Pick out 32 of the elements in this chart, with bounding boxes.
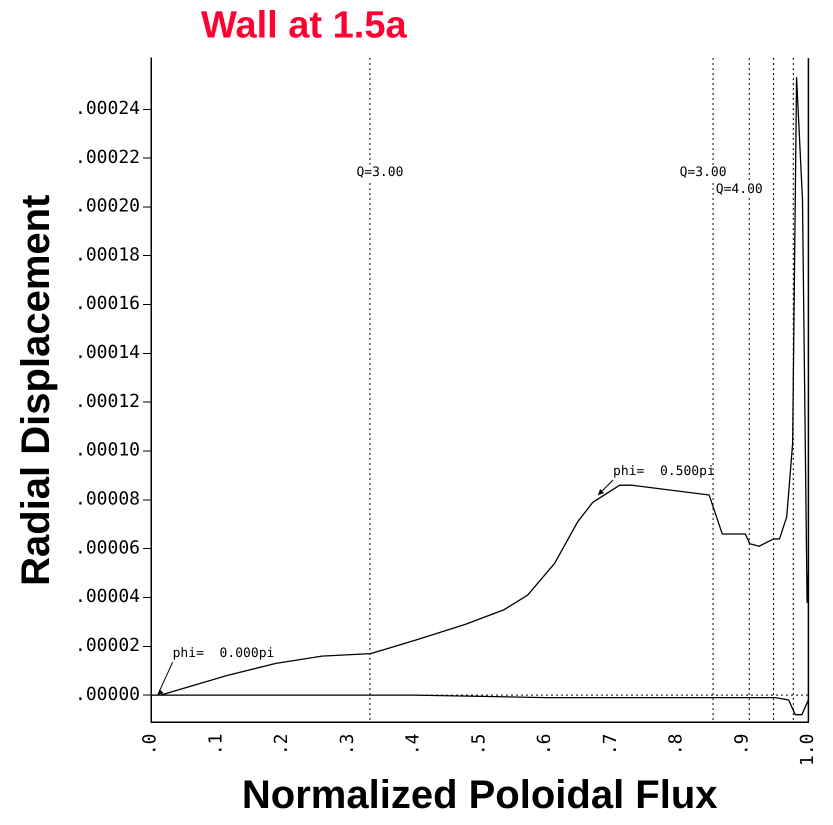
annotation: Q=3.00: [356, 165, 404, 180]
chart-title: Wall at 1.5a: [201, 4, 408, 46]
x-tick-label: .1: [205, 733, 226, 756]
annotation: Q=3.00: [680, 165, 727, 180]
annotation: Q=4.00: [716, 182, 763, 198]
x-tick-label: .5: [468, 733, 490, 756]
x-tick-label: .2: [271, 733, 292, 756]
y-axis-title: Radial Displacement: [14, 194, 58, 586]
y-tick-label: .00008: [74, 488, 140, 510]
y-tick-label: .00010: [74, 440, 140, 461]
annotation: phi= 0.500pi: [613, 464, 715, 479]
y-tick-label: .00002: [74, 634, 140, 656]
x-tick-label: .9: [731, 733, 752, 756]
y-tick-label: .00024: [74, 98, 140, 119]
x-tick-label: .4: [402, 733, 424, 756]
x-tick-label: .6: [534, 733, 556, 756]
y-tick-label: .00000: [74, 684, 140, 705]
x-tick-label: 1.0: [797, 733, 818, 766]
y-tick-label: .00016: [74, 293, 140, 314]
x-tick-label: .3: [336, 733, 358, 756]
y-tick-label: .00012: [74, 390, 140, 412]
y-tick-label: .00022: [74, 146, 140, 168]
annotation: phi= 0.000pi: [172, 646, 274, 662]
y-tick-label: .00004: [74, 586, 140, 608]
y-tick-label: .00006: [74, 537, 140, 558]
y-tick-label: .00018: [74, 244, 140, 266]
x-tick-label: .7: [600, 733, 621, 756]
x-tick-label: .0: [140, 733, 161, 756]
y-tick-label: .00014: [74, 342, 140, 364]
y-tick-label: .00020: [74, 196, 140, 217]
x-axis-title: Normalized Poloidal Flux: [242, 773, 718, 818]
x-tick-label: .8: [666, 733, 687, 756]
